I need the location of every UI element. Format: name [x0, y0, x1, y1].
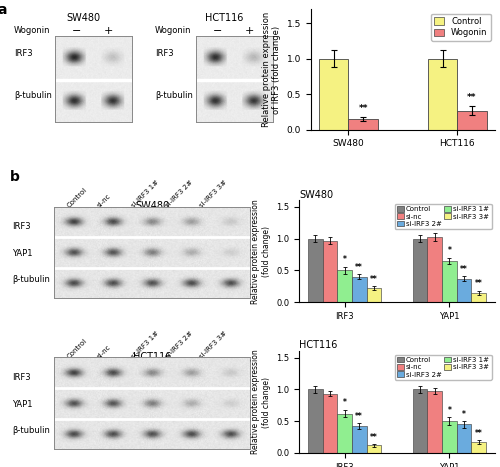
- Text: **: **: [460, 265, 468, 274]
- Legend: Control, si-nc, si-IRF3 2#, si-IRF3 1#, si-IRF3 3#: Control, si-nc, si-IRF3 2#, si-IRF3 1#, …: [394, 204, 492, 229]
- Text: HCT116: HCT116: [299, 340, 338, 350]
- Bar: [322, 394, 338, 453]
- Bar: [352, 277, 366, 302]
- Text: −: −: [213, 26, 222, 36]
- Text: β-tubulin: β-tubulin: [12, 426, 51, 435]
- Text: IRF3: IRF3: [12, 222, 31, 232]
- Bar: [338, 270, 352, 302]
- Text: **: **: [475, 279, 482, 288]
- Text: HCT116: HCT116: [205, 13, 244, 23]
- Legend: Control, Wogonin: Control, Wogonin: [431, 14, 491, 41]
- Text: **: **: [370, 432, 378, 441]
- Bar: [322, 241, 338, 302]
- Text: +: +: [104, 26, 113, 36]
- Bar: [366, 288, 381, 302]
- Text: *: *: [342, 398, 346, 407]
- Text: β-tubulin: β-tubulin: [14, 92, 52, 100]
- Text: Control: Control: [66, 187, 88, 209]
- Bar: [428, 59, 458, 130]
- Bar: [352, 426, 366, 453]
- Bar: [442, 261, 457, 302]
- Bar: [308, 239, 322, 302]
- Text: Control: Control: [66, 337, 88, 360]
- Text: β-tubulin: β-tubulin: [155, 92, 192, 100]
- Text: **: **: [358, 104, 368, 113]
- Text: **: **: [475, 429, 482, 438]
- Text: *: *: [448, 406, 452, 415]
- Text: **: **: [356, 263, 363, 272]
- Bar: [472, 442, 486, 453]
- Bar: [338, 414, 352, 453]
- Text: −: −: [72, 26, 82, 36]
- Bar: [457, 279, 471, 302]
- Text: YAP1: YAP1: [12, 400, 33, 409]
- Text: SW480: SW480: [135, 201, 169, 212]
- Text: SW480: SW480: [66, 13, 100, 23]
- Text: b: b: [10, 170, 20, 184]
- Text: si-IRF3 3#: si-IRF3 3#: [198, 179, 228, 209]
- Text: SW480: SW480: [299, 190, 333, 200]
- Text: si-IRF3 3#: si-IRF3 3#: [198, 330, 228, 360]
- Text: *: *: [448, 246, 452, 255]
- Bar: [458, 111, 486, 130]
- Text: Wogonin: Wogonin: [155, 27, 192, 35]
- Y-axis label: Relative protein expression
(fold change): Relative protein expression (fold change…: [251, 199, 270, 304]
- Text: *: *: [342, 255, 346, 264]
- Text: si-IRF3 2#: si-IRF3 2#: [164, 330, 194, 360]
- Bar: [428, 391, 442, 453]
- Bar: [319, 59, 348, 130]
- Y-axis label: Relative protein expression
(fold change): Relative protein expression (fold change…: [251, 350, 270, 454]
- Text: IRF3: IRF3: [14, 50, 32, 58]
- Text: IRF3: IRF3: [155, 50, 174, 58]
- Text: +: +: [244, 26, 254, 36]
- Legend: Control, si-nc, si-IRF3 2#, si-IRF3 1#, si-IRF3 3#: Control, si-nc, si-IRF3 2#, si-IRF3 1#, …: [394, 354, 492, 380]
- Text: YAP1: YAP1: [12, 249, 33, 258]
- Bar: [442, 421, 457, 453]
- Text: si-IRF3 2#: si-IRF3 2#: [164, 179, 194, 209]
- Text: **: **: [356, 411, 363, 420]
- Bar: [348, 119, 378, 130]
- Text: si-IRF3 1#: si-IRF3 1#: [130, 330, 160, 360]
- Text: β-tubulin: β-tubulin: [12, 276, 51, 284]
- Text: si-nc: si-nc: [96, 344, 112, 360]
- Bar: [428, 237, 442, 302]
- Bar: [366, 446, 381, 453]
- Text: si-IRF3 1#: si-IRF3 1#: [130, 179, 160, 209]
- Text: **: **: [370, 275, 378, 284]
- Text: **: **: [467, 93, 476, 102]
- Text: *: *: [462, 410, 466, 418]
- Text: a: a: [0, 3, 7, 17]
- Bar: [308, 389, 322, 453]
- Bar: [413, 239, 428, 302]
- Text: si-nc: si-nc: [96, 193, 112, 209]
- Y-axis label: Relative protein expression
of IRF3 (fold change): Relative protein expression of IRF3 (fol…: [262, 12, 281, 127]
- Bar: [413, 389, 428, 453]
- Bar: [472, 293, 486, 302]
- Text: Wogonin: Wogonin: [14, 27, 51, 35]
- Bar: [457, 425, 471, 453]
- Text: IRF3: IRF3: [12, 373, 31, 382]
- Text: HCT116: HCT116: [133, 352, 172, 362]
